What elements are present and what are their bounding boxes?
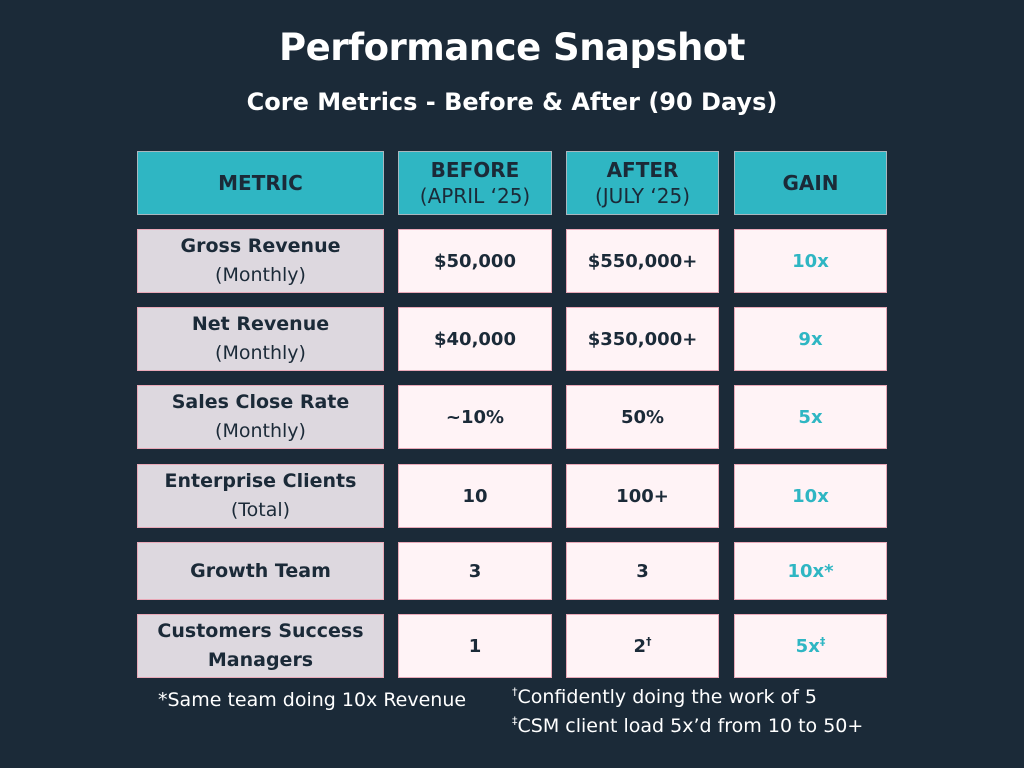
gain-value: 5x [798, 406, 823, 428]
after-cell: 50% [566, 385, 719, 449]
header-after-sub: (JULY ‘25) [594, 184, 690, 208]
metric-name: Gross Revenue [180, 235, 341, 257]
gain-cell: 9x [734, 307, 887, 371]
metric-cell-growth-team: Growth Team [137, 542, 384, 600]
before-cell: $50,000 [398, 229, 552, 293]
page-subtitle: Core Metrics - Before & After (90 Days) [246, 88, 778, 116]
metric-cell-customer-success-managers: Customers Success Managers [137, 614, 384, 678]
footnote-double-dagger-text: CSM client load 5x’d from 10 to 50+ [517, 715, 864, 737]
before-cell: $40,000 [398, 307, 552, 371]
metric-sub: (Monthly) [215, 342, 306, 364]
footnote-star: *Same team doing 10x Revenue [158, 689, 467, 711]
metric-cell-gross-revenue: Gross Revenue (Monthly) [137, 229, 384, 293]
footnote-double-dagger: ‡CSM client load 5x’d from 10 to 50+ [512, 715, 863, 737]
after-cell: 2† [566, 614, 719, 678]
after-value: $550,000+ [587, 250, 698, 272]
gain-value: 10x [792, 250, 829, 272]
after-value: $350,000+ [587, 328, 698, 350]
metric-name: Net Revenue [191, 313, 330, 335]
gain-value: 9x [798, 328, 823, 350]
metric-cell-net-revenue: Net Revenue (Monthly) [137, 307, 384, 371]
gain-cell: 10x* [734, 542, 887, 600]
gain-value: 5x [795, 635, 820, 657]
metric-name: Enterprise Clients [164, 470, 357, 492]
before-value: $40,000 [434, 328, 516, 350]
after-cell: 100+ [566, 464, 719, 528]
before-value: 10 [462, 485, 488, 507]
header-gain-label: GAIN [782, 171, 839, 195]
metric-name: Growth Team [190, 559, 331, 582]
gain-cell: 10x [734, 464, 887, 528]
metric-name: Sales Close Rate [171, 391, 350, 413]
footnote-dagger-text: Confidently doing the work of 5 [517, 686, 818, 708]
before-cell: ~10% [398, 385, 552, 449]
after-mark: † [646, 634, 652, 648]
gain-value: 10x* [787, 560, 834, 582]
header-before-sub: (APRIL ‘25) [419, 184, 531, 208]
metric-cell-sales-close-rate: Sales Close Rate (Monthly) [137, 385, 384, 449]
before-cell: 10 [398, 464, 552, 528]
footnote-dagger: †Confidently doing the work of 5 [512, 686, 817, 708]
after-cell: $350,000+ [566, 307, 719, 371]
gain-cell: 5x‡ [734, 614, 887, 678]
before-value: ~10% [445, 406, 505, 428]
header-metric-label: METRIC [218, 171, 303, 195]
metric-sub: (Total) [230, 499, 291, 521]
header-metric: METRIC [137, 151, 384, 215]
gain-cell: 10x [734, 229, 887, 293]
after-value: 100+ [616, 485, 669, 507]
before-value: 1 [468, 635, 482, 657]
header-after-label: AFTER [606, 158, 679, 182]
gain-mark: ‡ [819, 634, 826, 648]
metric-name: Customers Success [157, 620, 364, 642]
gain-cell: 5x [734, 385, 887, 449]
metric-sub: Managers [207, 649, 314, 671]
after-value: 3 [636, 560, 649, 582]
after-cell: $550,000+ [566, 229, 719, 293]
after-value: 50% [620, 406, 665, 428]
page-title: Performance Snapshot [279, 26, 745, 69]
header-before: BEFORE (APRIL ‘25) [398, 151, 552, 215]
before-cell: 3 [398, 542, 552, 600]
before-value: 3 [468, 560, 482, 582]
metric-cell-enterprise-clients: Enterprise Clients (Total) [137, 464, 384, 528]
footnote-dagger-mark: † [512, 685, 518, 699]
header-gain: GAIN [734, 151, 887, 215]
metric-sub: (Monthly) [215, 264, 306, 286]
after-cell: 3 [566, 542, 719, 600]
header-before-label: BEFORE [430, 158, 520, 182]
after-value: 2 [633, 635, 647, 657]
before-cell: 1 [398, 614, 552, 678]
header-after: AFTER (JULY ‘25) [566, 151, 719, 215]
footnote-double-dagger-mark: ‡ [512, 714, 518, 728]
before-value: $50,000 [434, 250, 516, 272]
gain-value: 10x [792, 485, 829, 507]
metric-sub: (Monthly) [215, 420, 306, 442]
